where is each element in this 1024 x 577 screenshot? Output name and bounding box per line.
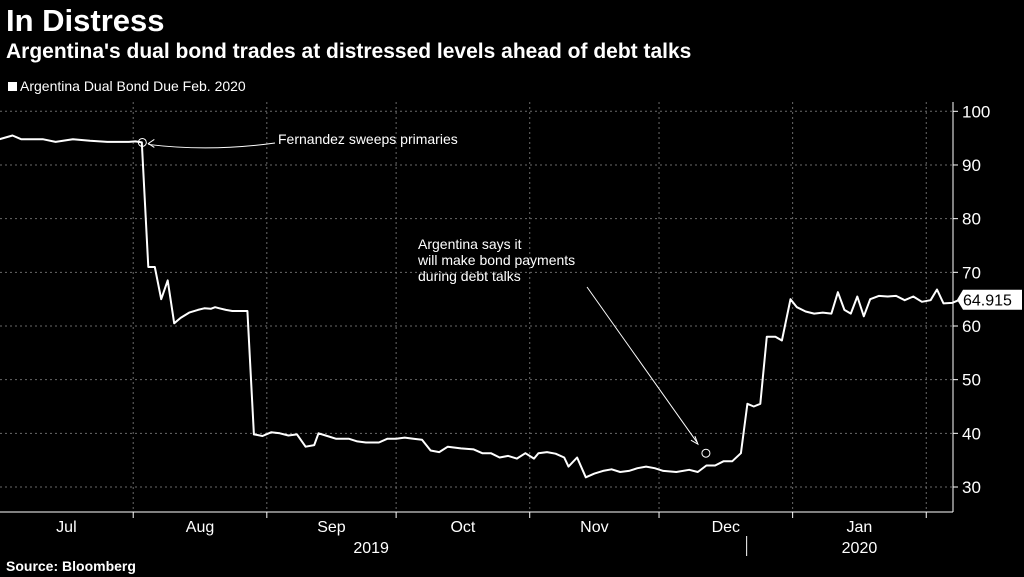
y-tick-label: 90 (962, 156, 981, 175)
x-tick-label: Jul (56, 519, 76, 536)
annotation-arrowhead (147, 139, 155, 148)
x-tick-label: Nov (580, 519, 608, 536)
y-tick-label: 40 (962, 424, 981, 443)
y-tick-label: 100 (962, 102, 990, 121)
y-tick-label: 80 (962, 210, 981, 229)
source-note: Source: Bloomberg (6, 558, 136, 574)
annotation-marker (701, 448, 711, 458)
y-tick-label: 60 (962, 317, 981, 336)
chart-title: In Distress (6, 3, 165, 38)
x-tick-label: Dec (712, 519, 740, 536)
annotation-text: Argentina says it (418, 236, 522, 252)
last-value-box (957, 289, 1022, 310)
legend-label: Argentina Dual Bond Due Feb. 2020 (20, 78, 246, 94)
y-tick-label: 70 (962, 263, 981, 282)
legend: Argentina Dual Bond Due Feb. 2020 (8, 77, 246, 95)
last-value-callout: 64.915 (957, 289, 1022, 310)
chart-subtitle: Argentina's dual bond trades at distress… (6, 40, 692, 63)
y-tick-label: 50 (962, 371, 981, 390)
annotation-arrowhead (690, 436, 699, 446)
annotation-connector (148, 142, 276, 149)
y-tick-label: 30 (962, 478, 981, 497)
annotation-text: during debt talks (418, 268, 521, 284)
year-label: 2019 (353, 540, 389, 557)
annotation-text: Fernandez sweeps primaries (278, 131, 458, 147)
annotation-marker (137, 137, 147, 147)
legend-swatch (8, 81, 17, 91)
annotation-text: will make bond payments (417, 252, 575, 268)
year-label: 2020 (842, 540, 878, 557)
x-tick-label: Aug (186, 519, 214, 536)
x-tick-label: Jan (847, 519, 873, 536)
x-tick-label: Oct (450, 519, 475, 536)
last-value-label: 64.915 (963, 293, 1012, 310)
series-line (0, 134, 992, 479)
x-tick-label: Sep (317, 519, 346, 536)
annotation-connector (586, 286, 698, 443)
